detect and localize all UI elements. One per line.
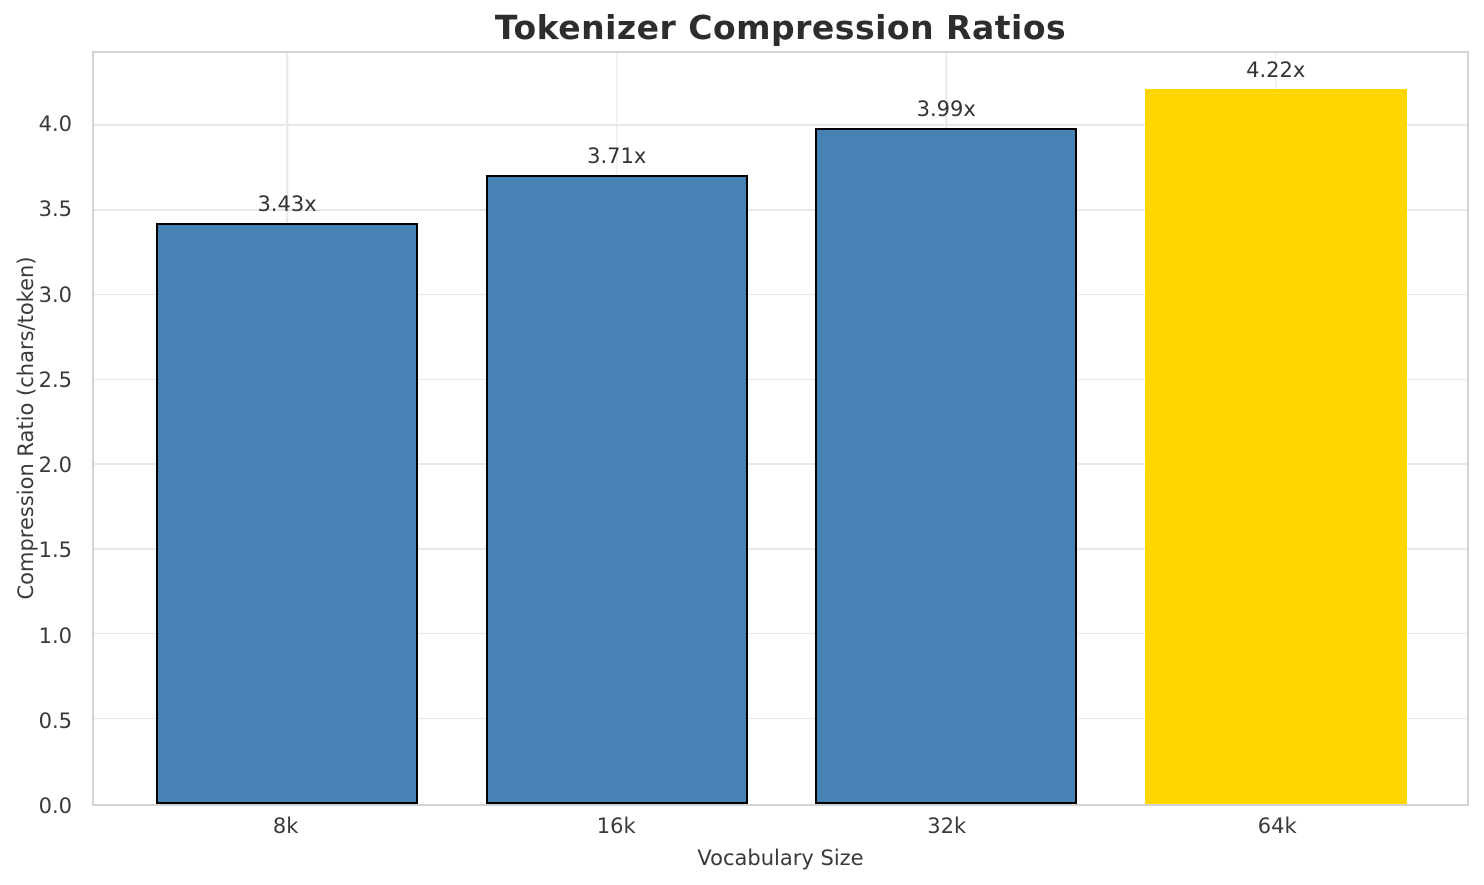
bar-value-label: 3.43x xyxy=(257,191,317,216)
y-tick-label: 1.0 xyxy=(38,623,72,648)
x-tick-label: 16k xyxy=(596,814,636,838)
horizontal-gridline xyxy=(94,717,1467,720)
horizontal-gridline xyxy=(94,548,1467,550)
y-tick-label: 2.5 xyxy=(38,367,72,392)
bar-value-label: 4.22x xyxy=(1246,57,1306,82)
bars-layer xyxy=(94,53,1467,804)
bar-labels-layer: 3.43x 3.71x 3.99x 4.22x xyxy=(94,53,1467,804)
plot-area: 3.43x 3.71x 3.99x 4.22x xyxy=(92,51,1469,806)
x-tick-label: 8k xyxy=(272,814,299,838)
y-tick-label: 2.0 xyxy=(38,453,72,478)
horizontal-gridline xyxy=(94,632,1467,635)
y-tick-label: 3.0 xyxy=(38,282,72,307)
x-axis-label: Vocabulary Size xyxy=(697,846,864,870)
y-tick-label: 4.0 xyxy=(38,112,72,137)
horizontal-gridline xyxy=(94,124,1467,126)
x-tick-label: 64k xyxy=(1257,814,1297,838)
horizontal-gridline xyxy=(94,378,1467,381)
bar-16k xyxy=(485,175,748,804)
chart-title: Tokenizer Compression Ratios xyxy=(494,8,1067,47)
y-tick-label: 3.5 xyxy=(38,197,72,222)
y-axis-label: Compression Ratio (chars/token) xyxy=(14,256,38,600)
bar-value-label: 3.99x xyxy=(916,96,976,121)
y-tick-label: 0.0 xyxy=(38,794,72,818)
x-tick-label: 32k xyxy=(927,814,967,838)
y-tick-label: 1.5 xyxy=(38,538,72,563)
horizontal-gridline xyxy=(94,209,1467,211)
bar-32k xyxy=(815,127,1078,804)
bar-8k xyxy=(155,222,419,804)
horizontal-gridline xyxy=(94,463,1467,465)
x-axis-ticks: 8k 16k 32k 64k xyxy=(92,814,1469,844)
bar-value-label: 3.71x xyxy=(587,144,647,169)
bar-64k xyxy=(1144,88,1407,804)
y-axis-ticks: 0.0 0.5 1.0 1.5 2.0 2.5 3.0 3.5 4.0 xyxy=(0,51,82,818)
y-tick-label: 0.5 xyxy=(38,708,72,733)
horizontal-gridline xyxy=(94,293,1467,296)
